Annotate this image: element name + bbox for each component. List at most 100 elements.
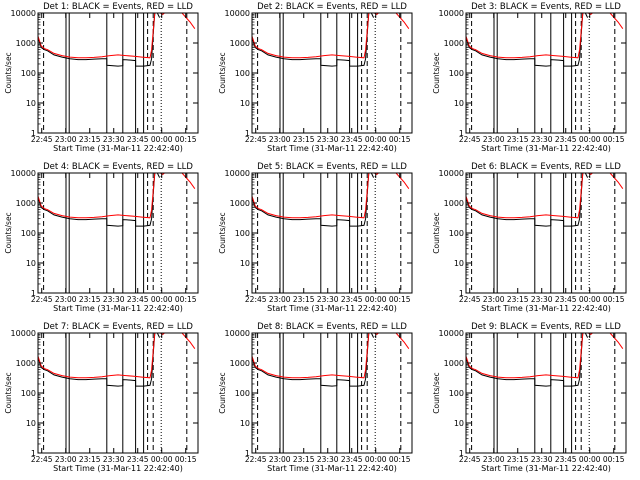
y-tick-label: 100: [449, 69, 464, 78]
series-black-events: [466, 13, 589, 67]
y-tick-label: 1: [245, 449, 250, 458]
y-tick-label: 1: [459, 449, 464, 458]
x-tick-label: 23:30: [531, 455, 553, 464]
x-tick-label: 22:45: [459, 135, 481, 144]
x-tick-label: 23:45: [555, 295, 577, 304]
x-tick-label: 22:45: [245, 295, 267, 304]
x-tick-label: 22:45: [459, 295, 481, 304]
x-tick-label: 23:15: [79, 135, 101, 144]
panel-title: Det 3: BLACK = Events, RED = LLD: [471, 2, 621, 12]
x-tick-label: 23:30: [531, 295, 553, 304]
x-tick-label: 23:45: [555, 455, 577, 464]
x-tick-label: 23:15: [507, 135, 529, 144]
x-tick-label: 00:15: [389, 135, 411, 144]
y-tick-label: 1000: [16, 39, 36, 48]
x-tick-label: 23:30: [317, 295, 339, 304]
y-tick-label: 1000: [16, 199, 36, 208]
x-tick-label: 23:45: [341, 135, 363, 144]
y-tick-label: 100: [235, 389, 250, 398]
x-tick-label: 23:15: [507, 295, 529, 304]
x-tick-label: 23:15: [293, 295, 315, 304]
x-tick-label: 00:15: [175, 135, 197, 144]
x-tick-label: 23:45: [127, 295, 149, 304]
x-axis-label: Start Time (31-Mar-11 22:42:40): [267, 304, 397, 313]
x-tick-label: 00:00: [151, 135, 173, 144]
y-axis-label: Counts/sec: [4, 52, 13, 93]
x-tick-label: 00:15: [175, 455, 197, 464]
series-black-events: [466, 333, 589, 387]
y-tick-label: 1000: [16, 359, 36, 368]
x-tick-label: 23:45: [127, 135, 149, 144]
x-tick-label: 23:15: [507, 455, 529, 464]
x-tick-label: 00:15: [603, 455, 625, 464]
y-axis-label: Counts/sec: [218, 52, 227, 93]
y-tick-label: 1: [31, 449, 36, 458]
x-tick-label: 00:00: [579, 455, 601, 464]
x-tick-label: 00:00: [151, 455, 173, 464]
x-tick-label: 23:45: [341, 295, 363, 304]
x-tick-label: 23:30: [103, 295, 125, 304]
y-tick-label: 10: [454, 99, 464, 108]
y-tick-label: 1: [459, 129, 464, 138]
panel-title: Det 6: BLACK = Events, RED = LLD: [471, 162, 621, 172]
x-tick-label: 22:45: [31, 455, 53, 464]
y-tick-label: 10000: [439, 169, 464, 178]
series-black-events: [252, 13, 375, 67]
y-axis-label: Counts/sec: [432, 372, 441, 413]
y-tick-label: 1000: [444, 199, 464, 208]
y-tick-label: 1: [245, 289, 250, 298]
y-tick-label: 10: [26, 419, 36, 428]
y-axis-label: Counts/sec: [4, 212, 13, 253]
x-tick-label: 22:45: [31, 295, 53, 304]
panel-title: Det 8: BLACK = Events, RED = LLD: [257, 322, 407, 332]
x-tick-label: 23:30: [317, 135, 339, 144]
panel-7: Det 7: BLACK = Events, RED = LLD 1 10 100 10…: [4, 322, 199, 473]
x-tick-label: 00:00: [579, 135, 601, 144]
panel-3: Det 3: BLACK = Events, RED = LLD 1 10 100 10…: [432, 2, 627, 153]
x-tick-label: 23:15: [79, 455, 101, 464]
series-black-events: [466, 173, 589, 227]
y-tick-label: 100: [235, 229, 250, 238]
x-tick-label: 00:00: [365, 295, 387, 304]
panel-9: Det 9: BLACK = Events, RED = LLD 1 10 100 10…: [432, 322, 627, 473]
x-axis-label: Start Time (31-Mar-11 22:42:40): [53, 464, 183, 473]
y-axis-label: Counts/sec: [218, 212, 227, 253]
y-tick-label: 1: [245, 129, 250, 138]
x-axis-label: Start Time (31-Mar-11 22:42:40): [481, 144, 611, 153]
panel-title: Det 4: BLACK = Events, RED = LLD: [43, 162, 193, 172]
y-tick-label: 10: [26, 99, 36, 108]
x-tick-label: 23:00: [55, 135, 77, 144]
x-tick-label: 23:00: [483, 295, 505, 304]
x-tick-label: 23:45: [127, 455, 149, 464]
y-tick-label: 100: [449, 229, 464, 238]
y-tick-label: 100: [21, 69, 36, 78]
y-axis-label: Counts/sec: [432, 52, 441, 93]
panel-title: Det 5: BLACK = Events, RED = LLD: [257, 162, 407, 172]
x-axis-label: Start Time (31-Mar-11 22:42:40): [481, 304, 611, 313]
x-tick-label: 23:45: [341, 455, 363, 464]
x-tick-label: 22:45: [459, 455, 481, 464]
series-black-events: [38, 13, 161, 67]
panel-title: Det 7: BLACK = Events, RED = LLD: [43, 322, 193, 332]
y-tick-label: 10000: [11, 169, 36, 178]
panel-title: Det 9: BLACK = Events, RED = LLD: [471, 322, 621, 332]
x-tick-label: 23:15: [79, 295, 101, 304]
x-tick-label: 22:45: [245, 455, 267, 464]
x-tick-label: 23:45: [555, 135, 577, 144]
x-tick-label: 23:00: [55, 295, 77, 304]
x-tick-label: 23:00: [269, 295, 291, 304]
x-tick-label: 00:00: [365, 135, 387, 144]
series-black-events: [252, 173, 375, 227]
y-tick-label: 10: [240, 259, 250, 268]
x-axis-label: Start Time (31-Mar-11 22:42:40): [267, 144, 397, 153]
x-tick-label: 23:00: [55, 455, 77, 464]
series-black-events: [252, 333, 375, 387]
x-tick-label: 23:30: [531, 135, 553, 144]
x-tick-label: 00:15: [389, 455, 411, 464]
y-tick-label: 1: [31, 129, 36, 138]
x-axis-label: Start Time (31-Mar-11 22:42:40): [267, 464, 397, 473]
panel-4: Det 4: BLACK = Events, RED = LLD 1 10 100 10…: [4, 162, 199, 313]
y-tick-label: 1: [31, 289, 36, 298]
